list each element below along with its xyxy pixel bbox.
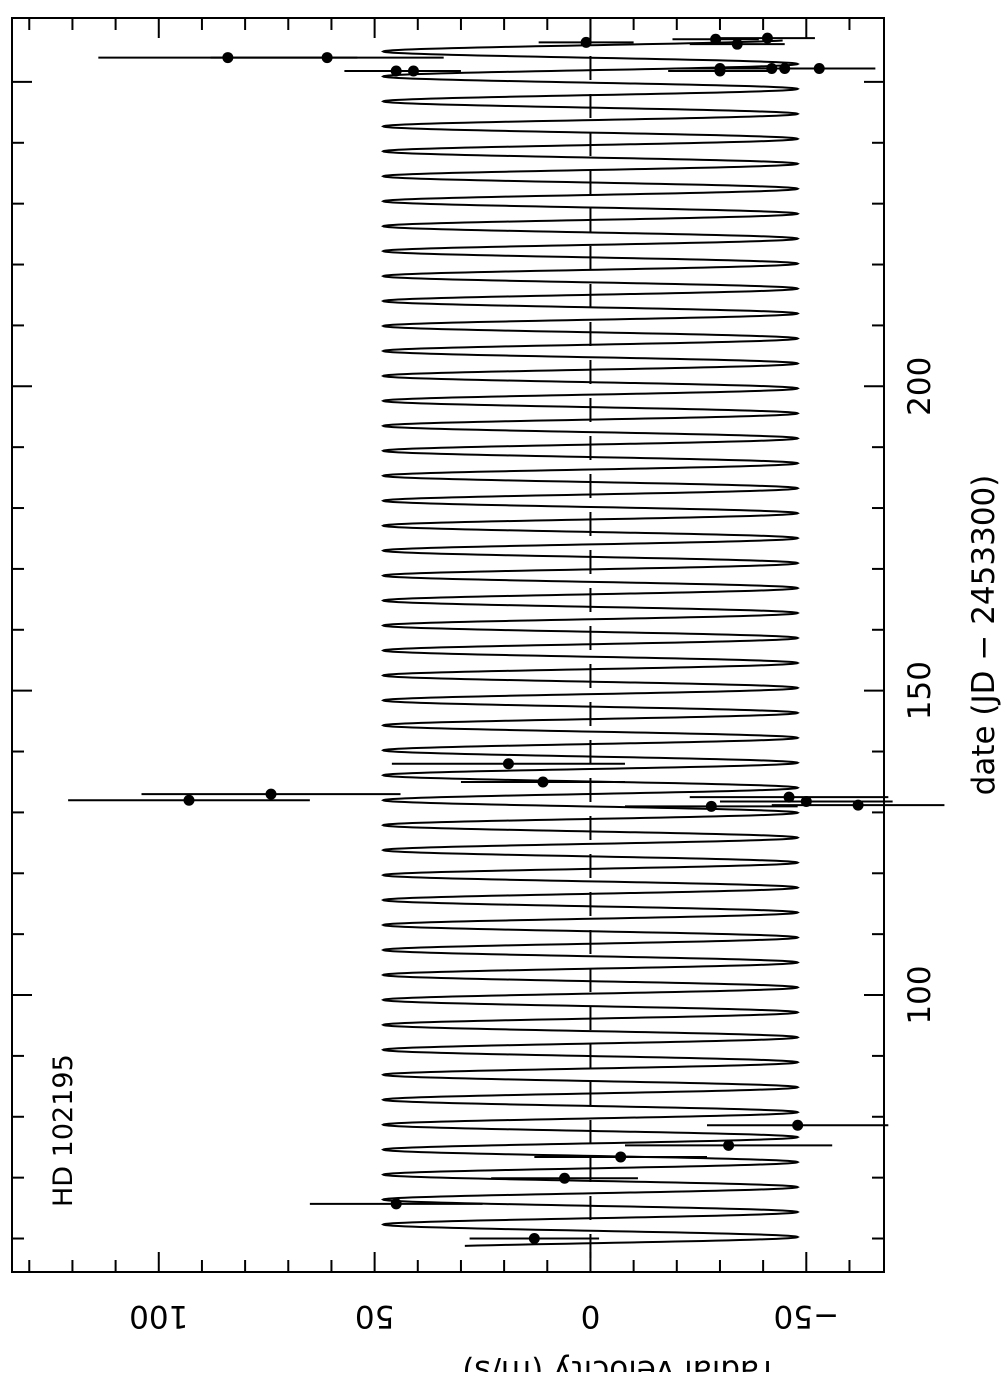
y-tick-label: 0 [581, 1298, 601, 1334]
point-marker [710, 33, 722, 45]
data-point [624, 1139, 833, 1151]
point-marker [580, 36, 592, 48]
data-point [365, 65, 461, 77]
y-tick-label: 100 [129, 1298, 188, 1334]
data-point [460, 776, 625, 788]
data-point [771, 799, 945, 811]
data-point [689, 38, 785, 50]
point-marker [183, 794, 195, 806]
x-tick-label: 150 [902, 661, 938, 720]
data-point [534, 1151, 708, 1163]
data-point [491, 1172, 638, 1184]
x-tick-label: 200 [902, 357, 938, 416]
x-tick-label: 100 [902, 965, 938, 1024]
data-points [68, 32, 945, 1245]
data-point [309, 1198, 483, 1210]
point-marker [502, 758, 514, 770]
y-tick-label: −50 [774, 1298, 839, 1334]
point-marker [705, 800, 717, 812]
data-point [763, 63, 876, 75]
y-tick-label: 50 [355, 1298, 394, 1334]
data-point [68, 794, 310, 806]
point-marker [723, 1139, 735, 1151]
data-point [538, 36, 634, 48]
point-marker [537, 776, 549, 788]
point-marker [390, 1198, 402, 1210]
point-marker [731, 38, 743, 50]
data-point [707, 1119, 889, 1131]
point-marker [559, 1172, 571, 1184]
data-point [689, 791, 889, 803]
tick-labels: 100 150 200 −50 0 50 100 [129, 357, 938, 1334]
point-marker [792, 1119, 804, 1131]
plot-frame [11, 17, 885, 1273]
point-marker [321, 52, 333, 64]
point-marker [407, 65, 419, 77]
point-marker [528, 1233, 540, 1245]
data-point [391, 758, 625, 770]
point-marker [714, 65, 726, 77]
data-point [624, 800, 798, 812]
point-marker [265, 788, 277, 800]
model-curve [380, 39, 800, 1247]
data-point [210, 52, 444, 64]
data-point [672, 33, 759, 45]
y-axis-label: radial velocity (m/s) [462, 1353, 772, 1372]
point-marker [783, 791, 795, 803]
x-axis-label: date (JD − 2453300) [966, 475, 1002, 796]
data-point [141, 788, 401, 800]
data-point [719, 32, 815, 44]
point-marker [852, 799, 864, 811]
star-name-annotation: HD 102195 [48, 1054, 79, 1207]
data-point [668, 65, 772, 77]
point-marker [615, 1151, 627, 1163]
model-layer [380, 39, 800, 1247]
point-marker [813, 63, 825, 75]
point-marker [761, 32, 773, 44]
data-point [469, 1233, 600, 1245]
